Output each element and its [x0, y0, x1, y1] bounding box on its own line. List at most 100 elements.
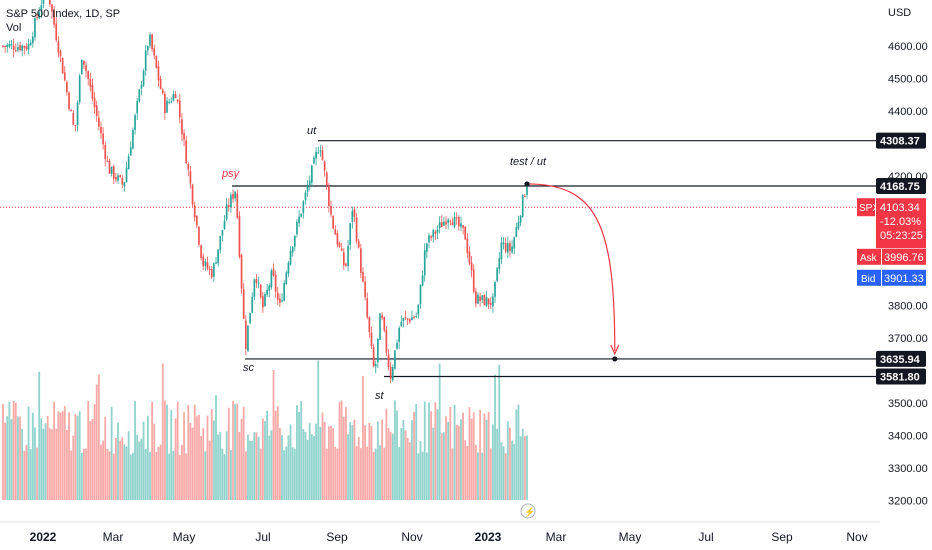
volume-bar [379, 445, 381, 500]
candle [430, 234, 432, 241]
volume-bar [66, 429, 68, 500]
annotation-psy[interactable]: psy [221, 168, 241, 180]
volume-bar [223, 454, 226, 500]
svg-text:3581.80: 3581.80 [880, 372, 920, 384]
volume-bar [108, 451, 111, 500]
volume-bar [317, 360, 320, 500]
volume-bar [104, 416, 107, 500]
y-tick-label: 3400.00 [888, 431, 928, 443]
candle [400, 315, 403, 328]
volume-bar [163, 400, 166, 500]
volume-bar [276, 406, 279, 500]
candle [227, 198, 230, 212]
candle [119, 174, 121, 179]
volume-label[interactable]: Vol [6, 22, 22, 34]
candle [193, 201, 196, 222]
volume-bar [4, 422, 7, 500]
spx-price-tag[interactable]: SPX 4103.34 -12.03% 05:23:25 [857, 198, 926, 249]
volume-bar [78, 411, 81, 500]
volume-bar [332, 428, 335, 500]
volume-bar [492, 424, 494, 500]
projection-arrow[interactable] [527, 183, 616, 351]
volume-bar [374, 448, 377, 500]
volume-bar [500, 442, 503, 500]
y-tick-label: 4400.00 [888, 106, 928, 118]
candle [453, 212, 456, 229]
volume-bar [21, 428, 24, 500]
x-tick-label: May [173, 530, 196, 544]
candle [166, 96, 168, 113]
level-price-tag[interactable]: 3581.80 [876, 368, 926, 385]
volume-bar [240, 418, 243, 500]
volume-bar [27, 406, 30, 500]
volume-bar [347, 434, 349, 500]
candle [4, 45, 6, 53]
volume-bar [477, 452, 479, 500]
candle [225, 197, 228, 222]
volume-bar [53, 401, 56, 500]
candle [308, 175, 311, 191]
volume-bar [291, 447, 294, 500]
volume-bar [155, 451, 158, 500]
legend-header: S&P 500 Index, 1D, SP Vol [6, 7, 120, 35]
candle [408, 317, 411, 325]
volume-bar [370, 426, 373, 500]
candle [238, 211, 241, 259]
x-tick-label: May [619, 530, 642, 544]
candle [413, 315, 415, 319]
volume-bars [2, 360, 528, 500]
volume-bar [225, 431, 228, 500]
candle [253, 278, 256, 301]
volume-bar [306, 439, 309, 500]
symbol-title[interactable]: S&P 500 Index, 1D, SP [6, 8, 121, 20]
candle [451, 217, 454, 226]
volume-bar [436, 409, 439, 500]
candle [477, 292, 479, 305]
volume-bar [357, 436, 360, 500]
volume-bar [421, 451, 424, 500]
volume-bar [119, 440, 122, 500]
volume-bar [464, 440, 467, 500]
projection-end-dot[interactable] [612, 356, 618, 362]
annotation-test-ut[interactable]: test / ut [510, 156, 547, 168]
level-price-tag[interactable]: 4168.75 [876, 177, 926, 194]
candle [210, 265, 213, 279]
volume-bar [389, 431, 392, 500]
candle [347, 240, 349, 272]
ask-tag[interactable]: Ask 3996.76 [857, 248, 926, 265]
bid-tag[interactable]: Bid 3901.33 [857, 269, 926, 286]
annotation-ut[interactable]: ut [307, 125, 317, 137]
level-price-tag[interactable]: 3635.94 [876, 350, 926, 367]
candle [76, 100, 79, 132]
candle [234, 191, 237, 202]
volume-bar [19, 416, 21, 500]
candle [112, 164, 115, 184]
volume-bar [100, 444, 102, 500]
candle [394, 350, 396, 371]
volume-bar [353, 419, 356, 500]
annotation-st[interactable]: st [375, 390, 385, 402]
candle [364, 275, 366, 301]
x-tick-label: Jul [698, 530, 713, 544]
projection-start-dot[interactable] [524, 181, 530, 187]
volume-bar [498, 364, 501, 500]
volume-bar [483, 413, 486, 500]
candle [100, 121, 102, 139]
volume-bar [161, 363, 164, 500]
volume-bar [140, 438, 143, 500]
volume-bar [238, 431, 241, 500]
volume-bar [149, 451, 151, 500]
candle [402, 317, 405, 328]
level-price-tag[interactable]: 4308.37 [876, 132, 926, 149]
volume-bar [302, 429, 305, 500]
event-marker[interactable] [520, 503, 536, 519]
volume-bar [449, 406, 452, 500]
candle [321, 145, 324, 161]
annotation-sc[interactable]: sc [243, 362, 255, 374]
y-tick-label: 4500.00 [888, 73, 928, 85]
candle [398, 326, 401, 349]
volume-bar [308, 423, 311, 500]
lightning-icon: ⚡ [524, 506, 535, 518]
volume-bar [117, 422, 119, 500]
